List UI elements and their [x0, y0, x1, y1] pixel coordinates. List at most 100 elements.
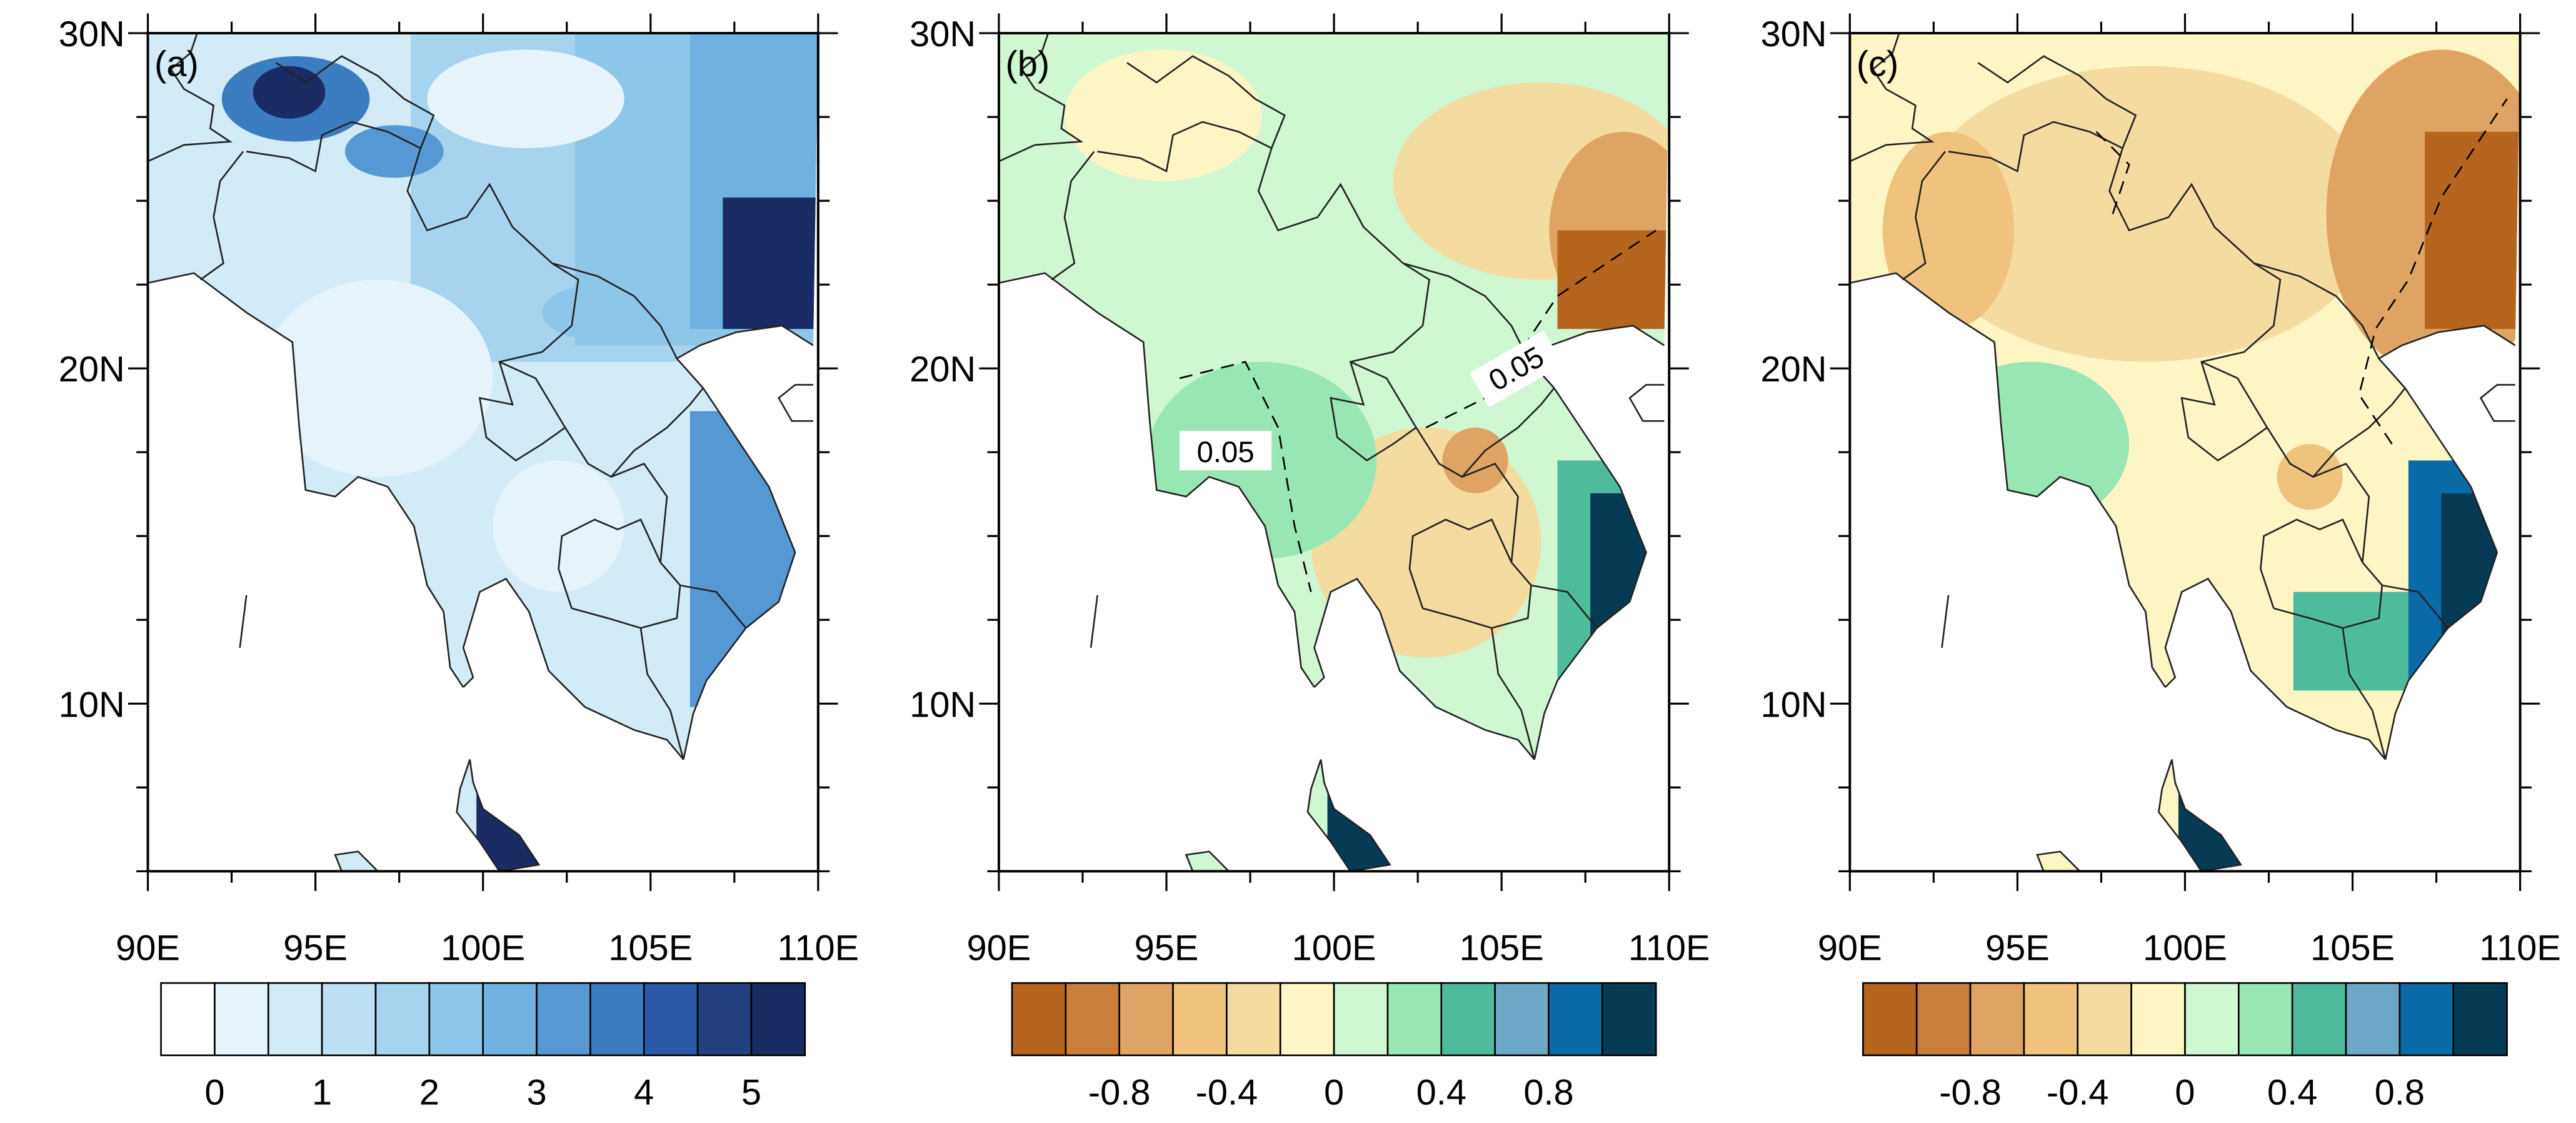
- colorbar-swatch: [321, 982, 377, 1057]
- lon-label: 110E: [777, 928, 859, 968]
- lon-label: 90E: [116, 928, 180, 968]
- contour-label-box: [1469, 330, 1563, 408]
- colorbar-tick-label: 3: [526, 1073, 546, 1113]
- colorbar-tick-label: 0.8: [1523, 1073, 1573, 1113]
- colorbar-swatch: [428, 982, 484, 1057]
- colorbar-tick-label: -0.4: [2047, 1073, 2109, 1113]
- lat-label: 20N: [59, 350, 125, 390]
- shading-blob: [263, 279, 493, 477]
- shading-blob: [2277, 444, 2343, 510]
- shading-blob: [1065, 49, 1262, 181]
- lon-label: 100E: [1292, 928, 1376, 968]
- shading-band: [1327, 756, 1426, 872]
- colorbar-swatch: [1279, 982, 1335, 1057]
- colorbar-swatch: [160, 982, 216, 1057]
- significance-contour: [2358, 98, 2508, 445]
- colorbar-swatch: [1494, 982, 1550, 1057]
- colorbar-swatch: [482, 982, 538, 1057]
- shading-band: [723, 197, 818, 330]
- shading-blob: [253, 66, 326, 119]
- shading-blob: [1442, 427, 1508, 493]
- lon-label: 110E: [1628, 928, 1710, 968]
- shading-blob: [1882, 131, 2015, 330]
- panel-b: 0.05 0.05 (b): [997, 32, 1671, 873]
- colorbar-tick-label: 0.4: [2267, 1073, 2317, 1113]
- contour-label: 0.05: [1197, 436, 1255, 469]
- shading-band: [2293, 592, 2425, 691]
- lon-label: 105E: [608, 928, 693, 968]
- colorbar-swatch: [2398, 982, 2455, 1057]
- colorbar-swatch: [374, 982, 431, 1057]
- colorbar-tick-label: 0: [2175, 1073, 2195, 1113]
- lat-label: 30N: [910, 14, 976, 54]
- colorbar-swatch: [1118, 982, 1174, 1057]
- colorbar-swatch: [536, 982, 591, 1057]
- colorbar-swatch: [2184, 982, 2240, 1057]
- lon-label: 110E: [2479, 928, 2561, 968]
- colorbar-swatch: [2077, 982, 2132, 1057]
- colorbar-swatch: [1226, 982, 1281, 1057]
- lon-label: 100E: [441, 928, 525, 968]
- lat-label: 10N: [59, 685, 125, 725]
- lat-label: 10N: [1760, 685, 1827, 725]
- colorbar-swatch: [2452, 982, 2508, 1057]
- colorbar-swatch: [1548, 982, 1603, 1057]
- colorbar-swatch: [1915, 982, 1972, 1057]
- colorbar-tick-label: 0: [204, 1073, 224, 1113]
- colorbar-swatch: [1969, 982, 2025, 1057]
- lon-label: 95E: [283, 928, 348, 968]
- colorbar-swatch: [589, 982, 645, 1057]
- lon-label: 95E: [1985, 928, 2050, 968]
- colorbar-swatch: [2023, 982, 2079, 1057]
- shading-band: [1590, 493, 1656, 691]
- shading-blob: [542, 283, 674, 343]
- colorbar-swatch: [696, 982, 753, 1057]
- shading-band: [2425, 131, 2520, 330]
- panel-label: (c): [1857, 44, 1898, 84]
- panel-label: (b): [1005, 44, 1050, 84]
- lat-label: 30N: [59, 14, 125, 54]
- colorbar-tick-label: 0.8: [2375, 1073, 2425, 1113]
- colorbar-swatch: [2291, 982, 2347, 1057]
- panel-a: (a): [146, 32, 819, 873]
- lon-label: 90E: [967, 928, 1031, 968]
- lat-label: 30N: [1760, 14, 1827, 54]
- colorbar-swatch: [1862, 982, 1918, 1057]
- colorbar-tick-label: -0.8: [1088, 1073, 1151, 1113]
- shading-band: [2178, 756, 2277, 872]
- lat-label: 10N: [910, 685, 976, 725]
- shading-blob: [344, 125, 444, 178]
- shading-blob: [493, 460, 624, 592]
- colorbar-tick-label: 5: [741, 1073, 761, 1113]
- colorbar-swatch: [1601, 982, 1657, 1057]
- axes-and-colorbars: 30N 20N 10N 90E 95E 100E 105E 110E 0 1 2 3 4 5 30N 20N 1…: [59, 13, 2561, 1113]
- colorbar-swatch: [1011, 982, 1067, 1057]
- significance-contour: [2095, 131, 2130, 214]
- colorbar-swatch: [1333, 982, 1389, 1057]
- lat-label: 20N: [910, 350, 976, 390]
- colorbar-swatch: [267, 982, 323, 1057]
- colorbar-tick-label: 0.4: [1416, 1073, 1466, 1113]
- shading-blob: [1915, 66, 2376, 362]
- colorbar-swatch: [750, 982, 806, 1057]
- shading-band: [476, 756, 575, 872]
- colorbar-swatch: [1172, 982, 1228, 1057]
- lon-label: 105E: [1460, 928, 1544, 968]
- colorbar-swatch: [2238, 982, 2293, 1057]
- colorbar-swatch: [643, 982, 699, 1057]
- lon-label: 90E: [1818, 928, 1882, 968]
- colorbar-tick-label: 4: [634, 1073, 654, 1113]
- lon-label: 100E: [2143, 928, 2227, 968]
- colorbar-swatch: [2345, 982, 2401, 1057]
- lat-label: 20N: [1760, 350, 1827, 390]
- shading-blob: [427, 49, 624, 149]
- lon-label: 105E: [2310, 928, 2395, 968]
- panel-label: (a): [154, 44, 199, 84]
- colorbar-swatch: [2130, 982, 2186, 1057]
- colorbar-swatch: [1065, 982, 1120, 1057]
- colorbar-tick-label: -0.4: [1196, 1073, 1258, 1113]
- shading-band: [2441, 493, 2507, 691]
- contour-label-box: [1180, 431, 1272, 471]
- shading-band: [1557, 230, 1670, 330]
